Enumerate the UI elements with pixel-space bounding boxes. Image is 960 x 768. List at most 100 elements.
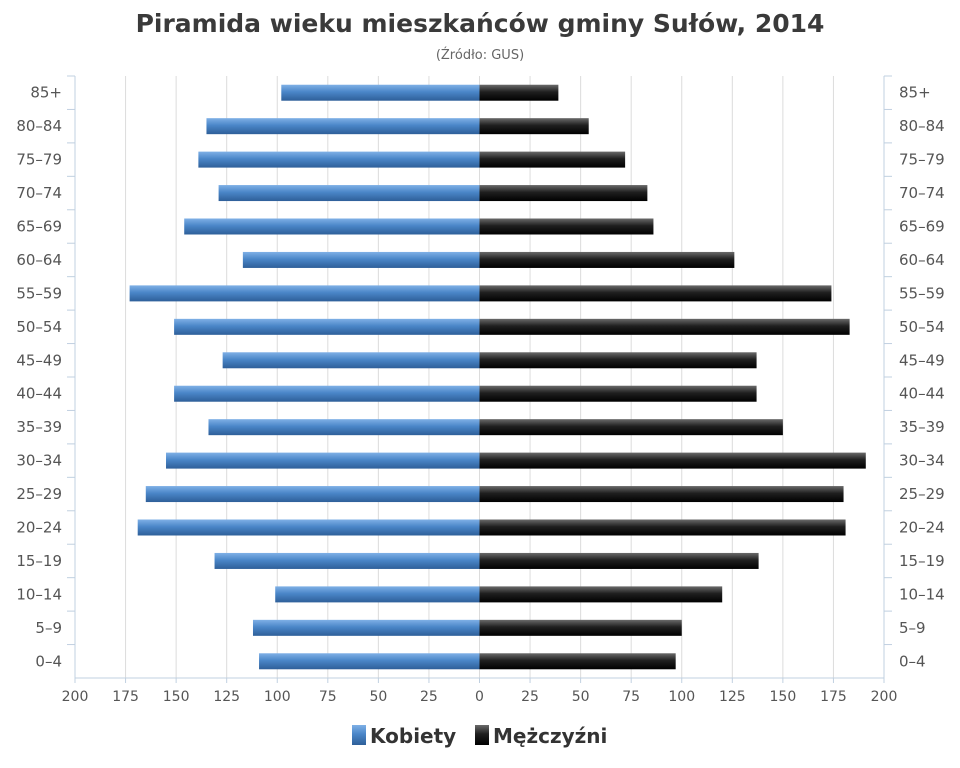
bar-mezczyzni[interactable] — [479, 118, 589, 135]
legend-item-kobiety[interactable]: Kobiety — [352, 724, 456, 748]
bar-mezczyzni[interactable] — [479, 151, 626, 168]
chart-title: Piramida wieku mieszkańców gminy Sułów, … — [136, 9, 825, 38]
bar-mezczyzni[interactable] — [479, 486, 844, 503]
bar-mezczyzni[interactable] — [479, 84, 559, 101]
bar-mezczyzni[interactable] — [479, 218, 654, 235]
x-tick-label: 200 — [871, 689, 898, 705]
bar-mezczyzni[interactable] — [479, 619, 682, 636]
bar-kobiety[interactable] — [242, 251, 480, 268]
y-tick-label-right: 80–84 — [899, 117, 945, 135]
y-tick-label-right: 50–54 — [899, 318, 945, 336]
y-tick-label-left: 20–24 — [16, 519, 62, 537]
bar-kobiety[interactable] — [218, 185, 480, 202]
bar-mezczyzni[interactable] — [479, 653, 676, 670]
bar-kobiety[interactable] — [129, 285, 480, 302]
y-tick-label-right: 65–69 — [899, 218, 945, 236]
bar-kobiety[interactable] — [137, 519, 480, 536]
bar-kobiety[interactable] — [166, 452, 480, 469]
bar-kobiety[interactable] — [145, 486, 480, 503]
bar-kobiety[interactable] — [174, 318, 480, 335]
y-tick-label-left: 45–49 — [16, 351, 62, 369]
y-tick-label-left: 85+ — [30, 84, 62, 102]
y-tick-label-left: 75–79 — [16, 151, 62, 169]
y-tick-label-left: 60–64 — [16, 251, 62, 269]
x-tick-label: 50 — [369, 689, 387, 705]
y-tick-label-right: 10–14 — [899, 585, 945, 603]
y-tick-label-left: 55–59 — [16, 284, 62, 302]
y-tick-label-left: 50–54 — [16, 318, 62, 336]
y-tick-label-left: 15–19 — [16, 552, 62, 570]
y-tick-label-left: 0–4 — [35, 652, 62, 670]
y-tick-label-right: 20–24 — [899, 519, 945, 537]
x-tick-label: 100 — [264, 689, 291, 705]
x-tick-label: 200 — [62, 689, 89, 705]
legend-swatch-mezczyzni — [475, 725, 489, 745]
bar-kobiety[interactable] — [174, 385, 480, 402]
bar-mezczyzni[interactable] — [479, 519, 846, 536]
x-tick-label: 175 — [112, 689, 139, 705]
x-tick-label: 25 — [521, 689, 539, 705]
y-tick-label-right: 0–4 — [899, 652, 926, 670]
x-tick-label: 125 — [719, 689, 746, 705]
legend-label-kobiety: Kobiety — [370, 724, 456, 748]
y-tick-label-left: 30–34 — [16, 452, 62, 470]
legend-label-mezczyzni: Mężczyźni — [493, 724, 607, 748]
y-tick-label-right: 70–74 — [899, 184, 945, 202]
x-tick-label: 150 — [770, 689, 797, 705]
bar-kobiety[interactable] — [184, 218, 480, 235]
x-tick-label: 175 — [820, 689, 847, 705]
bar-mezczyzni[interactable] — [479, 552, 759, 569]
bar-kobiety[interactable] — [281, 84, 480, 101]
bar-mezczyzni[interactable] — [479, 385, 757, 402]
bar-kobiety[interactable] — [275, 586, 480, 603]
x-tick-label: 25 — [420, 689, 438, 705]
y-tick-label-right: 30–34 — [899, 452, 945, 470]
y-tick-label-left: 65–69 — [16, 218, 62, 236]
bar-mezczyzni[interactable] — [479, 185, 648, 202]
bar-mezczyzni[interactable] — [479, 419, 783, 436]
y-tick-label-right: 35–39 — [899, 418, 945, 436]
tick-labels: 200 175 150 125 100 75 50 25 0 25 50 75 100 125 150 175… — [16, 84, 944, 705]
y-tick-label-left: 40–44 — [16, 385, 62, 403]
bar-mezczyzni[interactable] — [479, 586, 723, 603]
y-tick-label-right: 55–59 — [899, 284, 945, 302]
x-tick-label: 50 — [572, 689, 590, 705]
bar-kobiety[interactable] — [214, 552, 480, 569]
legend: Kobiety Mężczyźni — [352, 724, 607, 748]
bar-mezczyzni[interactable] — [479, 251, 735, 268]
bar-mezczyzni[interactable] — [479, 352, 757, 369]
bar-mezczyzni[interactable] — [479, 452, 866, 469]
x-tick-label: 0 — [475, 689, 484, 705]
y-tick-label-right: 5–9 — [899, 619, 926, 637]
y-tick-label-right: 40–44 — [899, 385, 945, 403]
y-tick-label-right: 45–49 — [899, 351, 945, 369]
bar-kobiety[interactable] — [208, 419, 480, 436]
bars — [129, 84, 866, 670]
bar-kobiety[interactable] — [206, 118, 480, 135]
chart-subtitle: (Źródło: GUS) — [436, 47, 524, 63]
bar-mezczyzni[interactable] — [479, 318, 850, 335]
bar-kobiety[interactable] — [222, 352, 480, 369]
y-tick-label-left: 35–39 — [16, 418, 62, 436]
y-tick-label-right: 15–19 — [899, 552, 945, 570]
y-tick-label-left: 10–14 — [16, 585, 62, 603]
bar-kobiety[interactable] — [259, 653, 480, 670]
x-tick-label: 125 — [213, 689, 240, 705]
y-tick-label-right: 25–29 — [899, 485, 945, 503]
y-tick-label-left: 80–84 — [16, 117, 62, 135]
y-tick-label-left: 5–9 — [35, 619, 62, 637]
x-tick-label: 75 — [319, 689, 337, 705]
x-tick-label: 100 — [668, 689, 695, 705]
bar-kobiety[interactable] — [198, 151, 480, 168]
x-tick-label: 150 — [163, 689, 190, 705]
legend-swatch-kobiety — [352, 725, 366, 745]
y-tick-label-right: 75–79 — [899, 151, 945, 169]
bar-mezczyzni[interactable] — [479, 285, 832, 302]
y-tick-label-left: 70–74 — [16, 184, 62, 202]
y-tick-label-left: 25–29 — [16, 485, 62, 503]
x-tick-label: 75 — [622, 689, 640, 705]
legend-item-mezczyzni[interactable]: Mężczyźni — [475, 724, 607, 748]
bar-kobiety[interactable] — [252, 619, 480, 636]
y-tick-label-right: 60–64 — [899, 251, 945, 269]
